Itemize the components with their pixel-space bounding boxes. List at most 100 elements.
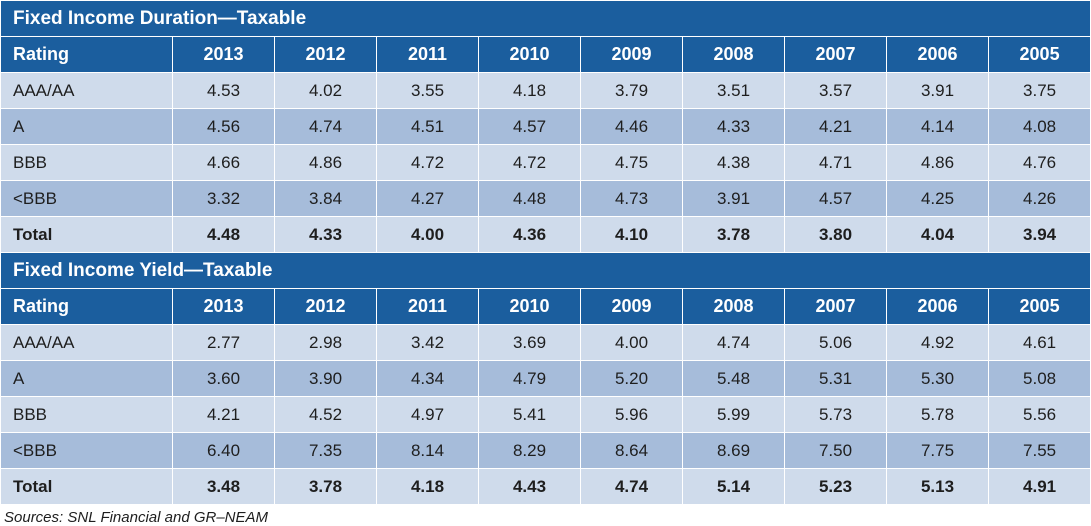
cell-value: 4.25 [887, 181, 989, 217]
cell-value: 4.38 [683, 145, 785, 181]
cell-value: 3.90 [275, 361, 377, 397]
cell-value: 4.56 [173, 109, 275, 145]
cell-value: 4.76 [989, 145, 1091, 181]
cell-value: 5.13 [887, 469, 989, 505]
column-header-year: 2012 [275, 289, 377, 325]
cell-value: 3.51 [683, 73, 785, 109]
cell-value: 3.79 [581, 73, 683, 109]
cell-value: 4.79 [479, 361, 581, 397]
column-header-year: 2008 [683, 289, 785, 325]
cell-value: 4.92 [887, 325, 989, 361]
column-header-year: 2011 [377, 37, 479, 73]
cell-value: 3.60 [173, 361, 275, 397]
cell-value: 8.29 [479, 433, 581, 469]
cell-value: 4.61 [989, 325, 1091, 361]
cell-value: 5.30 [887, 361, 989, 397]
column-header-year: 2007 [785, 37, 887, 73]
cell-value: 4.34 [377, 361, 479, 397]
column-header-year: 2007 [785, 289, 887, 325]
cell-value: 5.99 [683, 397, 785, 433]
cell-value: 7.75 [887, 433, 989, 469]
column-header-rating: Rating [1, 37, 173, 73]
data-table: Fixed Income Duration—TaxableRating20132… [0, 0, 1091, 505]
cell-value: 4.51 [377, 109, 479, 145]
row-label: <BBB [1, 433, 173, 469]
cell-value: 3.78 [275, 469, 377, 505]
cell-value: 2.77 [173, 325, 275, 361]
column-header-year: 2009 [581, 37, 683, 73]
cell-value: 4.66 [173, 145, 275, 181]
cell-value: 8.64 [581, 433, 683, 469]
cell-value: 4.14 [887, 109, 989, 145]
cell-value: 5.48 [683, 361, 785, 397]
cell-value: 3.80 [785, 217, 887, 253]
row-label: Total [1, 217, 173, 253]
column-header-year: 2005 [989, 37, 1091, 73]
cell-value: 4.74 [275, 109, 377, 145]
table-row: BBB4.664.864.724.724.754.384.714.864.76 [1, 145, 1091, 181]
cell-value: 4.57 [479, 109, 581, 145]
cell-value: 3.69 [479, 325, 581, 361]
column-header-year: 2013 [173, 289, 275, 325]
cell-value: 5.14 [683, 469, 785, 505]
cell-value: 5.41 [479, 397, 581, 433]
table-row: A4.564.744.514.574.464.334.214.144.08 [1, 109, 1091, 145]
cell-value: 2.98 [275, 325, 377, 361]
cell-value: 4.48 [173, 217, 275, 253]
row-label: AAA/AA [1, 325, 173, 361]
cell-value: 4.53 [173, 73, 275, 109]
cell-value: 8.14 [377, 433, 479, 469]
column-header-rating: Rating [1, 289, 173, 325]
cell-value: 3.42 [377, 325, 479, 361]
cell-value: 4.73 [581, 181, 683, 217]
cell-value: 4.10 [581, 217, 683, 253]
cell-value: 4.72 [479, 145, 581, 181]
cell-value: 4.46 [581, 109, 683, 145]
cell-value: 3.91 [683, 181, 785, 217]
cell-value: 3.78 [683, 217, 785, 253]
cell-value: 4.18 [377, 469, 479, 505]
cell-value: 4.21 [785, 109, 887, 145]
cell-value: 4.33 [275, 217, 377, 253]
cell-value: 3.48 [173, 469, 275, 505]
cell-value: 4.57 [785, 181, 887, 217]
cell-value: 4.08 [989, 109, 1091, 145]
table-total-row: Total4.484.334.004.364.103.783.804.043.9… [1, 217, 1091, 253]
cell-value: 6.40 [173, 433, 275, 469]
column-header-year: 2012 [275, 37, 377, 73]
table-row: <BBB3.323.844.274.484.733.914.574.254.26 [1, 181, 1091, 217]
cell-value: 4.26 [989, 181, 1091, 217]
cell-value: 3.57 [785, 73, 887, 109]
cell-value: 5.08 [989, 361, 1091, 397]
cell-value: 4.71 [785, 145, 887, 181]
column-header-year: 2013 [173, 37, 275, 73]
cell-value: 5.96 [581, 397, 683, 433]
row-label: BBB [1, 397, 173, 433]
column-header-year: 2006 [887, 289, 989, 325]
cell-value: 4.02 [275, 73, 377, 109]
cell-value: 5.20 [581, 361, 683, 397]
cell-value: 3.91 [887, 73, 989, 109]
column-header-year: 2008 [683, 37, 785, 73]
cell-value: 4.72 [377, 145, 479, 181]
cell-value: 3.75 [989, 73, 1091, 109]
cell-value: 3.55 [377, 73, 479, 109]
cell-value: 4.33 [683, 109, 785, 145]
cell-value: 4.00 [581, 325, 683, 361]
cell-value: 3.84 [275, 181, 377, 217]
cell-value: 4.27 [377, 181, 479, 217]
column-header-year: 2010 [479, 289, 581, 325]
cell-value: 5.31 [785, 361, 887, 397]
row-label: <BBB [1, 181, 173, 217]
table-row: BBB4.214.524.975.415.965.995.735.785.56 [1, 397, 1091, 433]
table-row: AAA/AA2.772.983.423.694.004.745.064.924.… [1, 325, 1091, 361]
cell-value: 5.73 [785, 397, 887, 433]
cell-value: 4.86 [275, 145, 377, 181]
table-row: <BBB6.407.358.148.298.648.697.507.757.55 [1, 433, 1091, 469]
cell-value: 4.36 [479, 217, 581, 253]
cell-value: 7.35 [275, 433, 377, 469]
cell-value: 3.32 [173, 181, 275, 217]
table-row: A3.603.904.344.795.205.485.315.305.08 [1, 361, 1091, 397]
column-header-year: 2006 [887, 37, 989, 73]
cell-value: 4.97 [377, 397, 479, 433]
